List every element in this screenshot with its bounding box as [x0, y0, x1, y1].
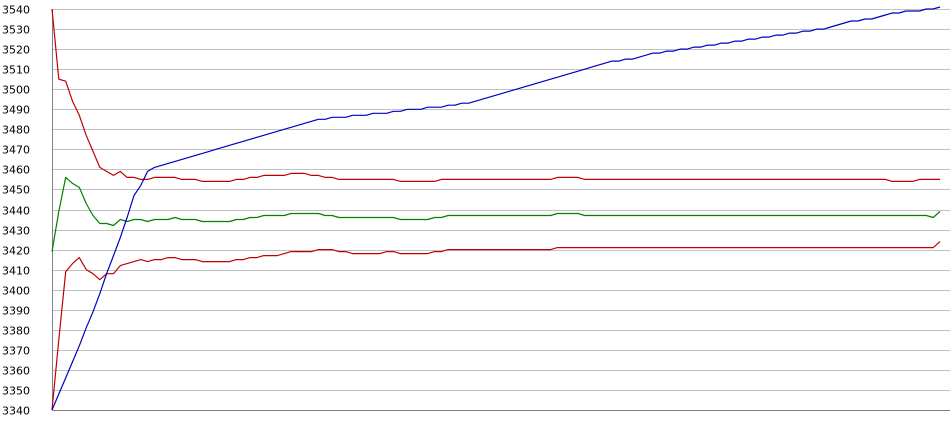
y-tick-label: 3360	[2, 365, 30, 378]
y-tick-label: 3500	[2, 84, 30, 97]
y-tick-label: 3510	[2, 64, 30, 77]
y-tick-label: 3370	[2, 345, 30, 358]
series-line-1	[51, 176, 941, 252]
y-tick-label: 3460	[2, 164, 30, 177]
y-tick-label: 3390	[2, 305, 30, 318]
y-tick-label: 3430	[2, 225, 30, 238]
gridlines	[52, 9, 950, 411]
y-tick-label: 3530	[2, 24, 30, 37]
y-tick-labels: 3340 3350 3360 3370 3380 3390 3400 3410 3420 3430…	[2, 4, 30, 418]
y-tick-label: 3520	[2, 44, 30, 57]
y-tick-label: 3420	[2, 245, 30, 258]
y-tick-label: 3380	[2, 325, 30, 338]
y-tick-label: 3450	[2, 184, 30, 197]
series-line-0	[51, 8, 940, 182]
y-tick-label: 3410	[2, 265, 30, 278]
y-tick-label: 3340	[2, 405, 30, 418]
series-line-3	[51, 6, 941, 411]
y-tick-label: 3350	[2, 385, 30, 398]
y-tick-label: 3470	[2, 144, 30, 157]
y-tick-label: 3400	[2, 285, 30, 298]
series-line-2	[51, 241, 941, 411]
y-tick-label: 3440	[2, 205, 30, 218]
series-lines	[51, 6, 941, 411]
y-tick-label: 3480	[2, 124, 30, 137]
y-tick-label: 3540	[2, 4, 30, 17]
axes	[52, 9, 950, 411]
y-tick-label: 3490	[2, 104, 30, 117]
